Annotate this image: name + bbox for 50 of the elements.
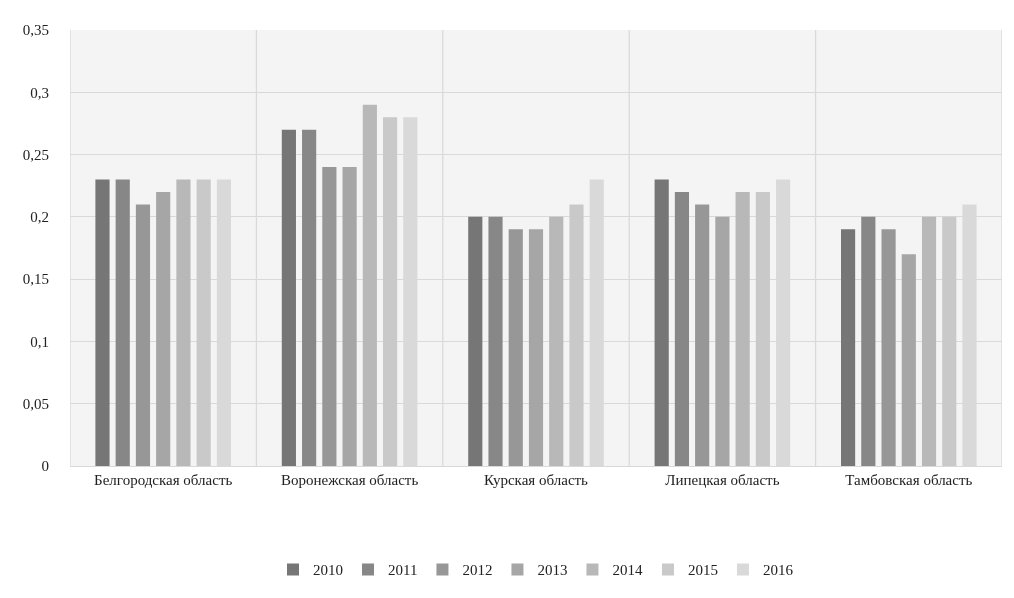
bar: [488, 216, 503, 466]
legend-label: 2014: [612, 562, 643, 579]
y-tick-label: 0,05: [22, 395, 49, 412]
bar: [281, 129, 296, 466]
y-tick-label: 0,25: [22, 146, 49, 163]
bar: [695, 204, 710, 466]
y-tick-label: 0,35: [22, 22, 49, 39]
legend-label: 2011: [388, 562, 418, 579]
bar: [382, 117, 398, 466]
legend-label: 2010: [313, 562, 343, 579]
bar: [302, 129, 317, 466]
y-tick-label: 0,1: [30, 333, 49, 350]
bar: [715, 216, 730, 466]
y-tick-label: 0,15: [22, 271, 49, 288]
y-tick-label: 0: [41, 458, 49, 475]
legend-label: 2016: [762, 562, 794, 579]
legend-label: 2012: [462, 562, 493, 579]
bar: [755, 191, 770, 466]
bar: [342, 167, 357, 466]
bar: [674, 191, 690, 466]
y-tick-label: 0,2: [30, 209, 49, 226]
bar: [881, 229, 896, 466]
x-tick-label: Курская область: [484, 472, 589, 488]
bar: [841, 229, 856, 466]
bar: [508, 229, 523, 466]
x-tick-label: Липецкая область: [665, 472, 780, 488]
legend-label: 2013: [537, 562, 568, 579]
bar: [322, 167, 337, 466]
bar: [735, 191, 750, 466]
bar: [468, 216, 483, 466]
x-tick-label: Воронежская область: [280, 472, 419, 488]
bar: [362, 104, 377, 466]
bar: [95, 179, 110, 466]
bar: [115, 179, 130, 466]
bar: [156, 191, 171, 466]
bar: [942, 216, 957, 466]
x-tick-label: Тамбовская область: [845, 472, 973, 488]
bar: [549, 216, 564, 466]
y-tick-label: 0,3: [30, 84, 49, 101]
bar: [654, 179, 669, 466]
bar: [569, 204, 584, 466]
bar: [196, 179, 211, 466]
bar: [135, 204, 151, 466]
x-tick-label: Белгородская область: [94, 472, 233, 488]
bar: [901, 254, 916, 466]
bar: [861, 216, 876, 466]
bar: [528, 229, 544, 466]
legend-label: 2015: [687, 562, 718, 579]
bar: [176, 179, 191, 466]
bar: [921, 216, 937, 466]
